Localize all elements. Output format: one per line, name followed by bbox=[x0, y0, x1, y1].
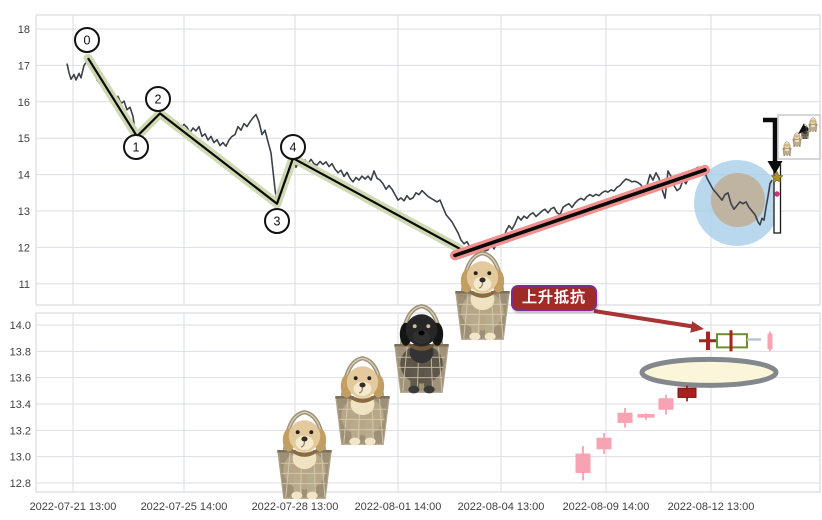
rising-resistance-line bbox=[455, 170, 705, 256]
y-tick-label: 15 bbox=[18, 133, 30, 145]
x-tick-label: 2022-08-01 14:00 bbox=[355, 501, 442, 513]
y-tick-label: 16 bbox=[18, 97, 30, 109]
highlight-ellipse bbox=[642, 359, 776, 385]
gridlines bbox=[36, 15, 820, 492]
candle-body bbox=[768, 334, 772, 348]
forecast-markers bbox=[699, 330, 761, 351]
x-tick-label: 2022-07-28 13:00 bbox=[252, 501, 339, 513]
x-tick-label: 2022-07-21 13:00 bbox=[30, 501, 117, 513]
y-tick-label: 13.8 bbox=[10, 346, 31, 358]
x-tick-label: 2022-07-25 14:00 bbox=[141, 501, 228, 513]
y-tick-label: 18 bbox=[18, 24, 30, 36]
mini-dogs-box bbox=[778, 115, 820, 159]
x-tick-label: 2022-08-12 13:00 bbox=[668, 501, 755, 513]
y-tick-label: 14 bbox=[18, 170, 30, 182]
candle-body bbox=[638, 415, 654, 418]
y-tick-label: 11 bbox=[19, 279, 30, 291]
y-tick-label: 12 bbox=[18, 242, 30, 254]
y-tick-label: 13.4 bbox=[10, 399, 31, 411]
annotation-arrow-red bbox=[594, 311, 704, 333]
chart-screenshot: 181716151413121114.013.813.613.413.213.0… bbox=[0, 0, 822, 520]
y-tick-label: 14.0 bbox=[10, 320, 31, 332]
wave-number-4: 4 bbox=[290, 141, 297, 155]
wave-number-0: 0 bbox=[84, 34, 91, 48]
wave-number-3: 3 bbox=[274, 215, 281, 229]
wave-number-2: 2 bbox=[155, 93, 162, 107]
resistance-label: 上升抵抗 bbox=[511, 285, 597, 311]
y-tick-label: 12.8 bbox=[10, 478, 31, 490]
top-panel-border bbox=[36, 15, 820, 305]
y-tick-label: 13.6 bbox=[10, 373, 31, 385]
candle-body bbox=[659, 399, 673, 410]
dog-basket-image-4 bbox=[455, 253, 509, 340]
candlestick-series bbox=[576, 332, 772, 481]
y-tick-label: 13 bbox=[18, 206, 30, 218]
x-tick-label: 2022-08-04 13:00 bbox=[458, 501, 545, 513]
chart-canvas: 181716151413121114.013.813.613.413.213.0… bbox=[0, 0, 822, 520]
y-tick-label: 13.0 bbox=[10, 452, 31, 464]
dog-basket-image-1 bbox=[277, 412, 331, 499]
y-tick-label: 17 bbox=[18, 60, 30, 72]
candle-body bbox=[576, 454, 590, 472]
dog-basket-image-3-black bbox=[394, 306, 448, 393]
candle-body bbox=[678, 388, 696, 397]
dot-marker bbox=[774, 191, 779, 196]
x-tick-label: 2022-08-09 14:00 bbox=[563, 501, 650, 513]
candle-body bbox=[618, 413, 632, 422]
dog-basket-image-2 bbox=[335, 358, 389, 445]
y-tick-label: 13.2 bbox=[10, 425, 31, 437]
resist-line bbox=[455, 170, 705, 256]
wave-number-1: 1 bbox=[133, 141, 140, 155]
candle-body bbox=[597, 438, 611, 449]
